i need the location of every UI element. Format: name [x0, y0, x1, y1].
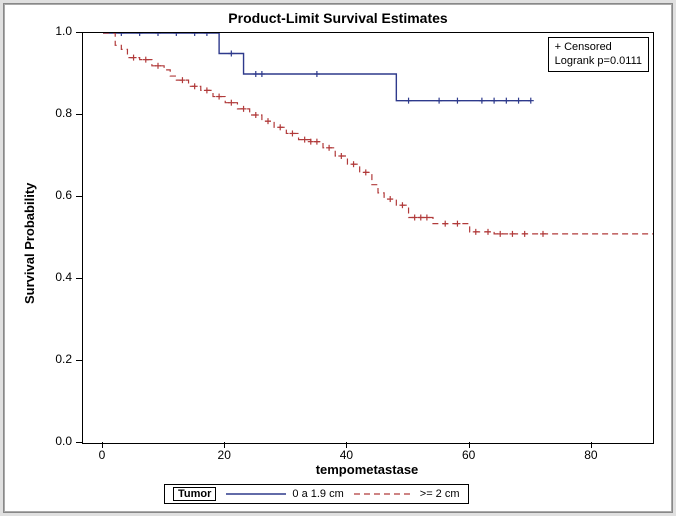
censor-mark — [528, 98, 534, 104]
legend-item-1-label: 0 a 1.9 cm — [292, 488, 343, 500]
censor-mark — [503, 98, 509, 104]
y-tick — [76, 32, 82, 33]
censor-mark — [241, 106, 247, 112]
x-tick-label: 40 — [331, 448, 361, 462]
censor-mark — [406, 98, 412, 104]
y-tick — [76, 360, 82, 361]
censor-mark — [418, 215, 424, 221]
censor-mark — [192, 83, 198, 89]
x-tick-label: 80 — [576, 448, 606, 462]
y-tick-label: 1.0 — [42, 24, 72, 38]
censor-mark — [491, 98, 497, 104]
annotation-line-2: Logrank p=0.0111 — [555, 54, 642, 68]
censor-mark — [509, 231, 515, 237]
censor-mark — [387, 196, 393, 202]
censor-mark — [516, 98, 522, 104]
x-tick-label: 20 — [209, 448, 239, 462]
censor-mark — [253, 71, 259, 77]
y-tick-label: 0.6 — [42, 188, 72, 202]
censor-mark — [454, 221, 460, 227]
x-tick-label: 60 — [454, 448, 484, 462]
censor-mark — [314, 71, 320, 77]
series-line — [103, 33, 531, 101]
censor-mark — [485, 229, 491, 235]
y-tick — [76, 278, 82, 279]
censor-mark — [338, 153, 344, 159]
tumor-legend-title: Tumor — [173, 487, 216, 501]
censor-mark — [204, 87, 210, 93]
censor-mark — [522, 231, 528, 237]
plot-svg — [83, 33, 653, 443]
y-axis-label: Survival Probability — [22, 183, 37, 304]
censor-mark — [143, 57, 149, 63]
y-tick-label: 0.2 — [42, 352, 72, 366]
y-tick — [76, 114, 82, 115]
censor-mark — [351, 161, 357, 167]
y-tick-label: 0.4 — [42, 270, 72, 284]
censor-mark — [326, 145, 332, 151]
censor-mark — [424, 215, 430, 221]
censor-mark — [228, 51, 234, 57]
censor-mark — [314, 139, 320, 145]
censor-mark — [192, 33, 198, 36]
censor-mark — [216, 94, 222, 100]
censor-mark — [179, 77, 185, 83]
censor-mark — [497, 231, 503, 237]
censor-mark — [479, 98, 485, 104]
censor-mark — [454, 98, 460, 104]
censor-mark — [265, 118, 271, 124]
legend-item-2: >= 2 cm — [354, 488, 460, 500]
y-tick-label: 0.8 — [42, 106, 72, 120]
censor-mark — [204, 33, 210, 36]
x-tick-label: 0 — [87, 448, 117, 462]
censor-mark — [442, 221, 448, 227]
censor-mark — [473, 229, 479, 235]
censor-mark — [131, 55, 137, 61]
censor-mark — [289, 130, 295, 136]
censor-mark — [540, 231, 546, 237]
chart-title: Product-Limit Survival Estimates — [4, 10, 672, 26]
tumor-legend: Tumor 0 a 1.9 cm >= 2 cm — [164, 484, 469, 504]
censor-mark — [259, 71, 265, 77]
censor-mark — [436, 98, 442, 104]
censor-mark — [399, 202, 405, 208]
censor-mark — [277, 124, 283, 130]
censor-mark — [302, 137, 308, 143]
y-tick-label: 0.0 — [42, 434, 72, 448]
y-tick — [76, 196, 82, 197]
censor-mark — [137, 33, 143, 36]
censor-mark — [155, 33, 161, 36]
annotation-line-1: + Censored — [555, 40, 642, 54]
chart-frame: Product-Limit Survival Estimates + Censo… — [3, 3, 673, 513]
plot-area: + Censored Logrank p=0.0111 — [82, 32, 654, 444]
x-axis-label: tempometastase — [82, 462, 652, 477]
censor-mark — [173, 33, 179, 36]
censor-mark — [118, 33, 124, 36]
censor-mark — [412, 215, 418, 221]
legend-item-2-label: >= 2 cm — [420, 488, 460, 500]
censor-mark — [228, 100, 234, 106]
annotation-box: + Censored Logrank p=0.0111 — [548, 37, 649, 72]
legend-item-1: 0 a 1.9 cm — [226, 488, 343, 500]
censor-mark — [155, 63, 161, 69]
censor-mark — [253, 112, 259, 118]
y-tick — [76, 442, 82, 443]
censor-mark — [363, 169, 369, 175]
